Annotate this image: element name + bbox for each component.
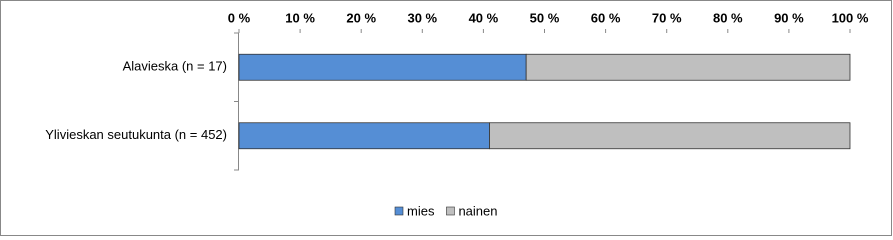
x-tick-label: 100 % — [832, 10, 869, 25]
x-tick-label: 0 % — [228, 10, 251, 25]
y-tick-label: Ylivieskan seutukunta (n = 452) — [45, 127, 227, 142]
x-tick-label: 20 % — [346, 10, 376, 25]
x-tick-label: 10 % — [285, 10, 315, 25]
legend-swatch — [446, 206, 455, 216]
legend-label: nainen — [458, 203, 497, 218]
x-tick-label: 80 % — [713, 10, 743, 25]
x-tick-label: 70 % — [652, 10, 682, 25]
bar-segment — [525, 53, 851, 81]
x-tick-label: 40 % — [469, 10, 499, 25]
x-tick-label: 90 % — [774, 10, 804, 25]
bar-segment — [238, 122, 490, 150]
x-tick-label: 30 % — [407, 10, 437, 25]
y-tick-label: Alavieska (n = 17) — [123, 59, 227, 74]
bar-segment — [238, 53, 527, 81]
legend-swatch — [394, 206, 404, 216]
x-tick-label: 60 % — [591, 10, 621, 25]
legend-label: mies — [407, 203, 435, 218]
bar-segment — [489, 122, 851, 150]
x-tick-label: 50 % — [530, 10, 560, 25]
